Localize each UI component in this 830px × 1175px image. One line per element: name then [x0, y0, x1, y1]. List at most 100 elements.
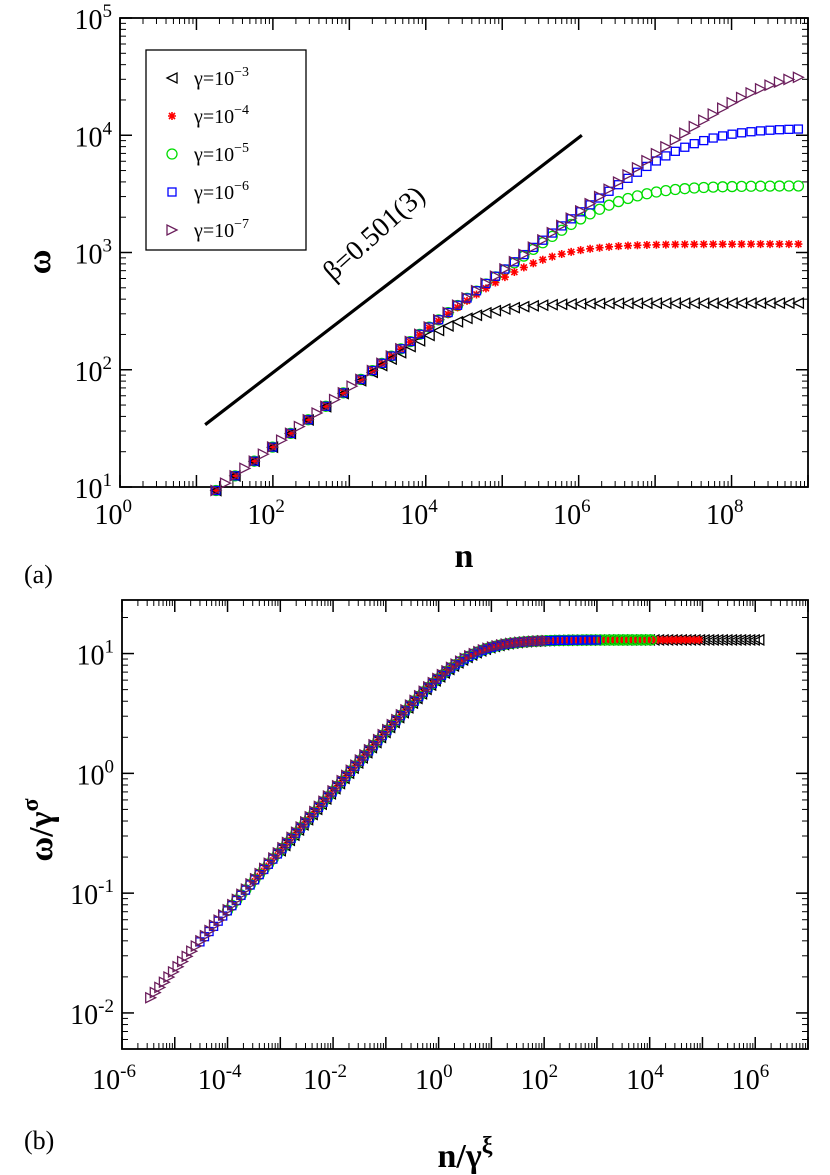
data-point — [546, 226, 559, 239]
data-point — [590, 636, 599, 645]
data-point — [480, 277, 493, 290]
data-point — [248, 455, 261, 468]
data-point — [507, 301, 521, 314]
data-point — [612, 195, 625, 208]
legend-marker — [168, 112, 176, 120]
data-point — [585, 636, 594, 645]
data-point — [385, 350, 398, 363]
data-point — [747, 633, 760, 646]
data-point — [794, 240, 803, 249]
data-point — [669, 183, 681, 196]
data-point — [642, 161, 652, 172]
data-point — [765, 240, 774, 249]
data-point — [591, 635, 602, 645]
data-point — [633, 241, 642, 250]
data-point — [442, 306, 455, 319]
fit-line — [204, 133, 583, 426]
data-point — [535, 636, 544, 645]
data-point — [661, 240, 670, 249]
data-point — [425, 323, 434, 332]
data-point — [376, 357, 389, 370]
data-point — [681, 635, 690, 644]
panel-a-y-tick-label: 101 — [75, 470, 113, 505]
panel-b: 10-6 10-4 10-2 100 102 104 106 10-2 10-1 100 101 n/… — [18, 599, 809, 1175]
collapse-series-4 — [145, 634, 554, 1004]
data-point — [717, 181, 729, 193]
data-point — [604, 634, 616, 646]
data-point — [690, 240, 699, 249]
data-point — [680, 142, 690, 152]
data-point — [775, 240, 784, 249]
data-point — [432, 313, 446, 326]
data-point — [640, 635, 649, 644]
data-point — [679, 127, 692, 140]
panel-a-y-tick-label: 105 — [75, 1, 113, 36]
data-point — [529, 259, 538, 268]
data-point — [784, 124, 794, 134]
data-point — [544, 636, 553, 645]
data-point — [489, 270, 502, 283]
data-point — [663, 635, 672, 644]
legend-marker — [167, 187, 177, 197]
data-point — [311, 406, 324, 420]
data-point — [617, 635, 626, 644]
data-point — [688, 182, 700, 194]
data-point — [623, 173, 633, 184]
legend-label: γ=10−5 — [193, 141, 249, 166]
data-point — [321, 402, 330, 411]
panel-b-y-tick-label: 100 — [77, 756, 115, 791]
panel-a-y-axis-title: ω — [21, 250, 58, 275]
data-point — [677, 635, 686, 644]
data-point — [695, 635, 704, 644]
data-point — [460, 312, 473, 325]
series-1 — [211, 240, 803, 495]
panel-label-a: (a) — [24, 560, 53, 589]
data-point — [679, 183, 691, 195]
data-point — [549, 636, 558, 645]
legend-label: γ=10−7 — [193, 217, 249, 242]
data-point — [328, 393, 342, 406]
data-point — [396, 345, 405, 354]
data-point — [755, 126, 766, 136]
data-point — [508, 255, 521, 268]
data-point — [286, 429, 295, 438]
data-point — [434, 317, 443, 326]
data-point — [518, 248, 531, 261]
data-point — [642, 240, 651, 249]
panel-b-y-tick-label: 10-1 — [70, 876, 114, 911]
series-0 — [209, 297, 805, 497]
data-point — [467, 651, 476, 660]
data-point — [623, 241, 632, 250]
data-point — [257, 448, 270, 461]
data-point — [737, 240, 746, 249]
data-point — [658, 635, 667, 644]
data-point — [491, 278, 500, 287]
data-point — [498, 302, 511, 316]
data-point — [555, 298, 568, 311]
data-point — [481, 645, 490, 654]
data-point — [451, 299, 465, 312]
data-point — [567, 247, 576, 256]
data-point — [422, 329, 435, 342]
data-point — [599, 635, 608, 644]
data-point — [650, 147, 663, 160]
data-point — [284, 427, 297, 440]
data-point — [699, 135, 709, 146]
data-point — [709, 240, 718, 249]
data-point — [672, 635, 681, 644]
data-point — [669, 133, 682, 146]
panel-b-x-tick-label: 10-6 — [92, 1061, 136, 1096]
data-point — [627, 634, 639, 646]
panel-a-x-tick-label: 104 — [400, 496, 438, 531]
data-point — [792, 71, 805, 84]
data-point — [567, 636, 576, 645]
data-point — [503, 639, 512, 648]
data-point — [451, 315, 464, 328]
data-point — [784, 240, 793, 249]
data-point — [698, 114, 711, 127]
data-point — [671, 240, 680, 249]
data-point — [576, 246, 585, 255]
panel-b-y-axis-title: ω/γσ — [18, 798, 60, 861]
data-point — [513, 638, 522, 647]
